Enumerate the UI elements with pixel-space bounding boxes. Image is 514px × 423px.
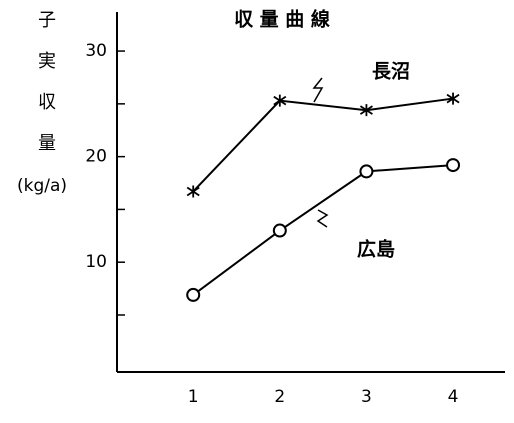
series-line <box>192 97 454 193</box>
y-tick-label: 30 <box>85 41 107 61</box>
marker <box>359 104 373 117</box>
series-line <box>192 164 454 296</box>
x-tick-label: 4 <box>448 387 459 407</box>
annotation-squiggle <box>312 77 324 103</box>
y-tick-label: 20 <box>85 147 107 167</box>
x-tick-label: 3 <box>361 387 372 407</box>
marker <box>186 185 200 198</box>
chart-title: 収 量 曲 線 <box>234 8 330 31</box>
annotation-squiggle <box>316 209 329 228</box>
y-axis-unit: (kg/a) <box>17 176 67 196</box>
marker <box>446 158 461 173</box>
x-tick-label: 2 <box>274 387 285 407</box>
marker <box>273 94 287 107</box>
series-label: 広島 <box>357 238 395 261</box>
marker <box>272 223 287 238</box>
marker <box>446 92 460 105</box>
y-tick-label: 10 <box>85 252 107 272</box>
marker <box>186 287 201 302</box>
marker <box>359 164 374 179</box>
y-axis-label: 子実収量 <box>35 10 56 174</box>
x-tick-label: 1 <box>188 387 199 407</box>
series-label: 長沼 <box>372 60 410 83</box>
